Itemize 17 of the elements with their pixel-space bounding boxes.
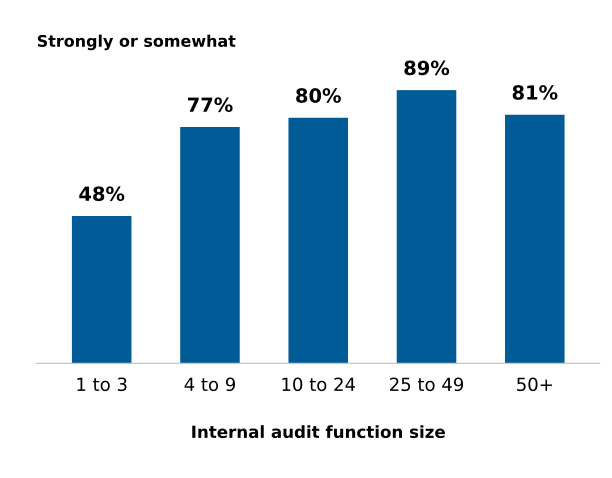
- x-tick-label: 25 to 49: [390, 377, 464, 392]
- bar: [396, 90, 456, 364]
- data-label: 80%: [296, 88, 341, 103]
- data-label: 81%: [512, 85, 558, 100]
- bar: [72, 216, 132, 364]
- x-tick-label: 50+: [517, 377, 552, 392]
- data-label: 48%: [79, 186, 124, 202]
- bar: [288, 118, 348, 364]
- chart-title: Strongly or somewhat: [38, 34, 236, 50]
- x-tick-label: 10 to 24: [282, 377, 356, 392]
- bar: [505, 114, 565, 364]
- data-label: 89%: [404, 60, 450, 76]
- x-axis-title: Internal audit function size: [192, 425, 445, 438]
- data-label: 77%: [188, 97, 233, 112]
- x-tick-label: 4 to 9: [184, 377, 235, 392]
- x-tick-label: 1 to 3: [77, 377, 127, 392]
- bar: [180, 126, 240, 364]
